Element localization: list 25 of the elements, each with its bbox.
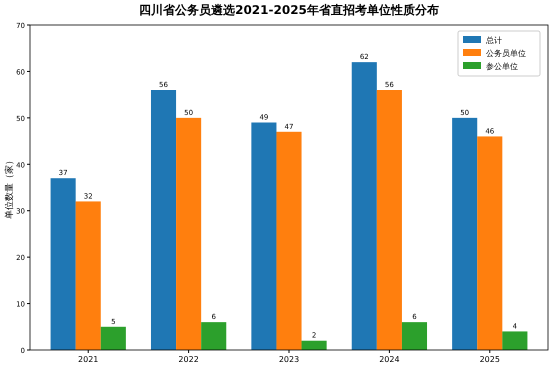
bar	[100, 326, 126, 350]
x-tick-label: 2024	[379, 355, 400, 364]
bar	[251, 122, 276, 350]
legend-label: 总计	[485, 36, 502, 45]
bar	[276, 132, 302, 350]
x-tick-label: 2021	[78, 355, 98, 364]
chart-title: 四川省公务员遴选2021-2025年省直招考单位性质分布	[139, 3, 439, 17]
legend-label: 公务员单位	[486, 49, 526, 58]
bar	[452, 118, 478, 350]
bar	[201, 322, 226, 350]
y-axis-title: 单位数量（家）	[4, 156, 15, 219]
x-tick-label: 2022	[178, 355, 199, 364]
bar	[302, 340, 327, 350]
bar	[352, 62, 377, 350]
bar	[50, 178, 76, 350]
bar	[176, 118, 202, 350]
bar	[502, 331, 528, 350]
bar	[477, 136, 502, 350]
legend-label: 参公单位	[486, 62, 518, 71]
x-tick-label: 2023	[278, 355, 300, 364]
x-tick-label: 2025	[480, 355, 500, 364]
bar	[376, 90, 402, 350]
bar	[402, 322, 428, 350]
bar	[150, 90, 176, 350]
bar	[76, 201, 101, 350]
